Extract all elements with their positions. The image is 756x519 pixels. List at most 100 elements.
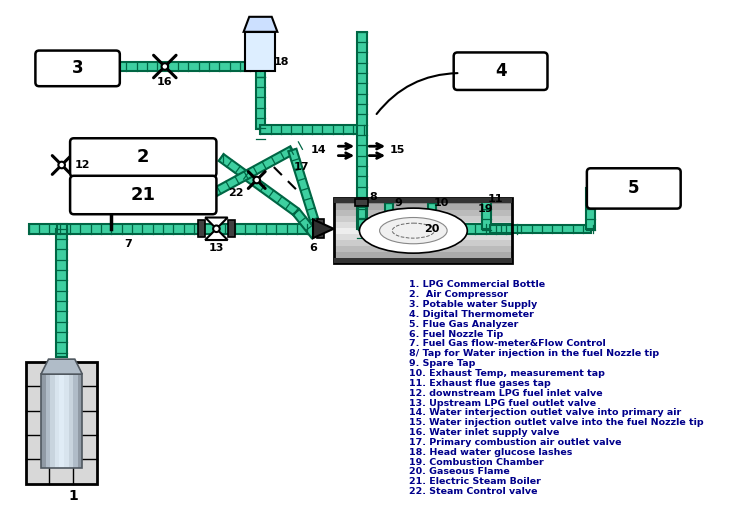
Text: 18: 18 [274,57,289,67]
Text: 20: 20 [424,224,440,234]
Text: 6: 6 [309,242,317,253]
Text: 5. Flue Gas Analyzer: 5. Flue Gas Analyzer [409,320,518,329]
Bar [491,225,590,233]
Text: 21: 21 [131,186,156,204]
Text: 10: 10 [434,198,449,208]
Bar [358,199,366,229]
FancyBboxPatch shape [70,176,216,214]
Text: 17: 17 [294,162,309,172]
Text: 3. Potable water Supply: 3. Potable water Supply [409,300,537,309]
Bar [256,66,265,129]
Polygon shape [205,229,228,240]
Bar [256,66,265,71]
Text: 12. downstream LPG fuel inlet valve: 12. downstream LPG fuel inlet valve [409,389,603,398]
Bar [41,374,82,468]
Text: 19: 19 [478,204,494,214]
Text: 11. Exhaust flue gases tap: 11. Exhaust flue gases tap [409,379,550,388]
Text: 5: 5 [628,180,640,197]
Text: 18. Head water glucose lashes: 18. Head water glucose lashes [409,448,572,457]
Circle shape [58,162,65,168]
Polygon shape [41,359,82,374]
Text: 19. Combustion Chamber: 19. Combustion Chamber [409,458,544,467]
Text: 1. LPG Commercial Bottle: 1. LPG Commercial Bottle [409,280,545,290]
Polygon shape [205,217,228,229]
Bar [587,188,595,229]
Bar [57,229,67,357]
Circle shape [107,198,116,207]
Polygon shape [208,146,294,199]
FancyBboxPatch shape [587,168,680,209]
Text: 15. Water injection outlet valve into the fuel Nozzle tip: 15. Water injection outlet valve into th… [409,418,703,427]
Text: 9. Spare Tap: 9. Spare Tap [409,359,475,368]
Bar [212,153,215,162]
Text: 10. Exhaust Temp, measurement tap: 10. Exhaust Temp, measurement tap [409,369,605,378]
Circle shape [253,176,260,183]
Bar [50,374,55,468]
Bar [385,202,393,229]
Bar [73,374,78,468]
Bar [333,204,512,210]
Bar [41,374,45,468]
Text: 7. Fuel Gas flow-meter&Flow Control: 7. Fuel Gas flow-meter&Flow Control [409,339,606,348]
Bar [55,374,60,468]
Text: 20. Gaseous Flame: 20. Gaseous Flame [409,468,510,476]
FancyBboxPatch shape [36,50,119,86]
Bar [333,252,512,257]
Text: 14: 14 [311,145,326,155]
Bar [333,198,512,204]
Bar [317,220,324,238]
Text: 7: 7 [125,239,132,249]
Text: 2: 2 [137,148,150,167]
Bar [333,216,512,222]
Bar [60,374,64,468]
Circle shape [213,225,220,232]
Bar [246,32,275,71]
Bar [45,374,50,468]
Text: 11: 11 [488,194,503,204]
Text: 15: 15 [390,145,405,155]
Text: 1: 1 [68,489,78,503]
Polygon shape [288,149,319,224]
Bar [428,202,436,229]
Bar [333,210,512,216]
Text: 8/ Tap for Water injection in the fuel Nozzle tip: 8/ Tap for Water injection in the fuel N… [409,349,658,358]
Text: 9: 9 [395,198,402,208]
Bar [78,374,82,468]
Bar [333,198,512,203]
Bar [333,240,512,245]
FancyBboxPatch shape [70,138,216,176]
Bar [29,224,312,234]
Bar [205,191,212,199]
Text: 4: 4 [494,62,507,80]
Bar [482,199,491,229]
Bar [355,199,368,206]
Bar [198,221,205,237]
Bar [333,234,512,240]
Text: 4. Digital Thermometer: 4. Digital Thermometer [409,310,534,319]
Bar [261,125,362,133]
Text: 12: 12 [75,160,90,170]
Polygon shape [293,209,318,238]
Polygon shape [313,220,333,238]
Text: 21. Electric Steam Boiler: 21. Electric Steam Boiler [409,477,541,486]
Text: 8: 8 [369,192,377,202]
Text: 13: 13 [209,242,224,253]
Text: 13. Upstream LPG fuel outlet valve: 13. Upstream LPG fuel outlet valve [409,399,596,407]
Text: 16. Water inlet supply valve: 16. Water inlet supply valve [409,428,559,437]
Bar [357,32,367,229]
Bar [333,198,512,264]
Bar [69,374,73,468]
Text: 3: 3 [72,59,83,77]
Bar [333,257,512,264]
Text: 16: 16 [157,76,172,87]
Bar [116,62,259,71]
Text: 17. Primary combustion air outlet valve: 17. Primary combustion air outlet valve [409,438,621,447]
Bar [26,362,98,484]
Bar [590,184,599,193]
Bar [333,222,512,228]
Bar [362,224,512,234]
Bar [333,245,512,252]
Circle shape [162,63,168,70]
Bar [333,258,512,264]
Text: 22: 22 [228,188,244,198]
